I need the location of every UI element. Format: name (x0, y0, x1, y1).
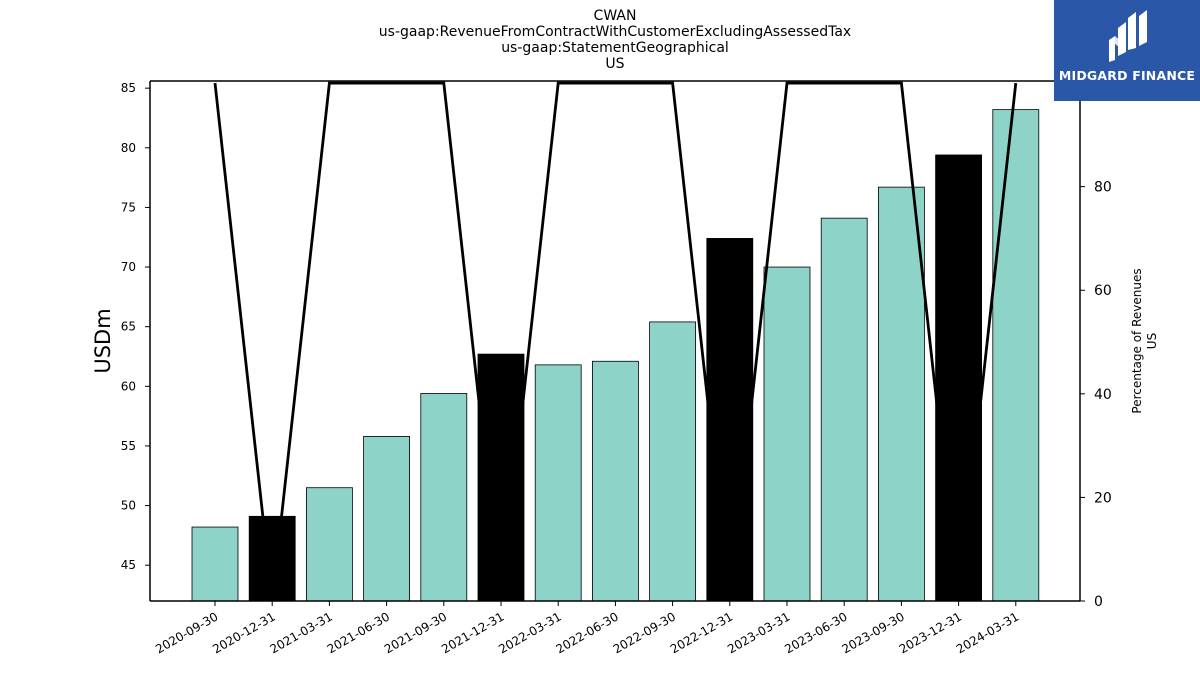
chart-title-axis: us-gaap:StatementGeographical (501, 40, 729, 56)
x-tick-label: 2021-03-31 (267, 609, 334, 656)
bar (992, 109, 1040, 602)
x-tick-label: 2021-06-30 (325, 609, 392, 656)
bar (191, 526, 239, 602)
x-tick-label: 2020-12-31 (210, 609, 277, 656)
logo-mark-icon (1109, 10, 1147, 62)
x-tick-label: 2023-12-31 (897, 609, 964, 656)
y-tick-label: 75 (121, 200, 136, 214)
bar (935, 154, 982, 602)
bar (420, 393, 468, 602)
y-tick-label: 45 (121, 558, 136, 572)
chart-title-concept: us-gaap:RevenueFromContractWithCustomerE… (378, 24, 852, 40)
bar (477, 353, 525, 602)
bar (592, 360, 639, 602)
y-tick-label: 85 (121, 81, 136, 95)
bar (305, 487, 353, 602)
bar (878, 186, 925, 602)
x-tick-label: 2022-03-31 (496, 609, 563, 656)
y-tick-label: 55 (121, 439, 136, 453)
y-tick-label: 50 (121, 499, 136, 513)
x-tick-label: 2022-06-30 (553, 609, 620, 656)
line-series-group (213, 81, 1018, 602)
bar (763, 266, 811, 602)
bars-group (191, 109, 1040, 602)
y2-axis-label: US (1145, 333, 1159, 349)
y-tick-label: 80 (121, 141, 136, 155)
x-tick-label: 2023-03-31 (725, 609, 792, 656)
x-tick-label: 2024-03-31 (954, 609, 1021, 656)
percentage-line (213, 81, 1018, 602)
x-tick-label: 2022-09-30 (611, 609, 678, 656)
bar (820, 217, 868, 602)
x-tick-label: 2021-12-31 (439, 609, 506, 656)
y-tick-label: 70 (121, 260, 136, 274)
y2-tick-label: 20 (1094, 490, 1112, 506)
x-tick-label: 2021-09-30 (382, 609, 449, 656)
logo-text: MIDGARD FINANCE (1058, 68, 1196, 83)
bar (534, 364, 582, 602)
y-axis-label: USDm (91, 308, 115, 373)
y2-tick-label: 0 (1094, 594, 1103, 610)
x-tick-label: 2023-09-30 (839, 609, 906, 656)
midgard-finance-logo: MIDGARD FINANCE (1054, 0, 1200, 101)
y-tick-label: 60 (121, 379, 136, 393)
x-tick-label: 2022-12-31 (668, 609, 735, 656)
bar (706, 238, 754, 602)
y-tick-label: 65 (121, 320, 136, 334)
chart-title-ticker: CWAN (593, 8, 637, 24)
y2-tick-label: 80 (1094, 180, 1112, 196)
y2-tick-label: 60 (1094, 283, 1112, 299)
x-tick-label: 2023-06-30 (782, 609, 849, 656)
y2-axis-label: Percentage of Revenues (1130, 268, 1144, 413)
bar (248, 515, 296, 602)
chart-title-member: US (605, 56, 625, 72)
bar (649, 321, 696, 602)
bar (363, 436, 411, 602)
y2-tick-label: 40 (1094, 387, 1112, 403)
x-tick-label: 2020-09-30 (153, 609, 220, 656)
